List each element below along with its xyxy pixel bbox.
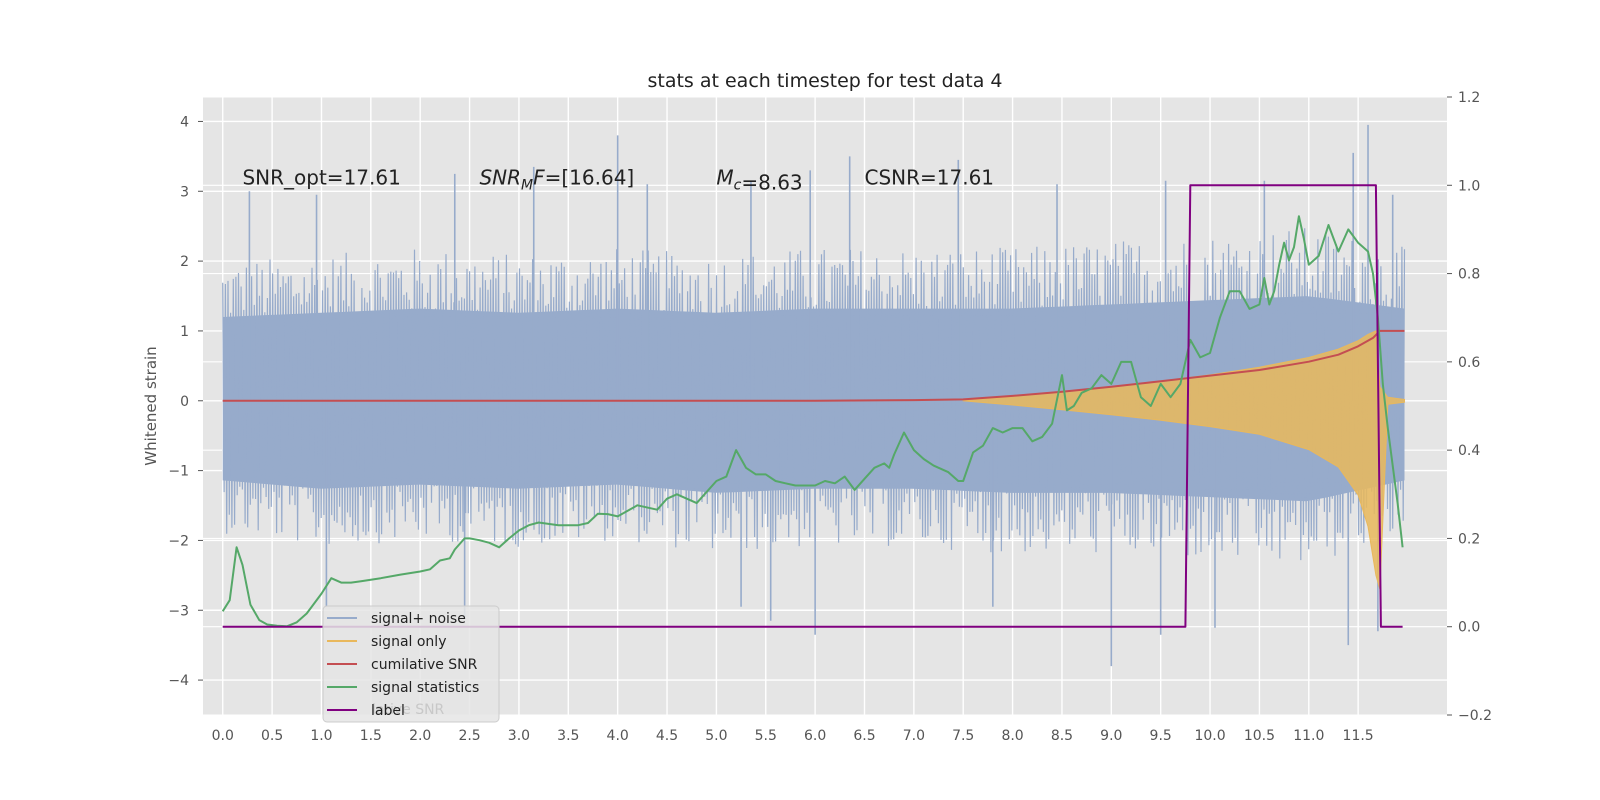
legend-entry: signal only [371,634,446,650]
x-tick-label: 4.5 [656,728,678,744]
legend-entry: signal statistics [371,680,479,696]
x-tick-label: 3.0 [508,728,530,744]
x-tick-label: 6.5 [853,728,875,744]
cumulative-snr-line [222,329,1405,402]
x-tick-label: 11.5 [1343,728,1374,744]
legend: lative SNR signal+ noise signal only cumila… [322,605,500,723]
signal-statistics-line [221,215,1404,628]
x-tick-label: 2.5 [458,728,480,744]
y-axis-right: 1.2 1.0 0.8 0.6 0.4 0.2 0.0 −0.2 [1447,90,1492,724]
legend-entry: cumilative SNR [371,657,478,673]
x-tick-label: 10.5 [1244,728,1275,744]
y2-tick-label: 0.4 [1458,443,1480,459]
x-tick-label: 0.5 [261,728,283,744]
annotations: SNR_opt=17.61 SNRMF=[16.64] Mc=8.63 CSNR=17… [242,165,994,194]
signal-noise-line [222,228,1406,561]
x-tick-label: 0.0 [212,728,234,744]
x-tick-label: 6.0 [804,728,826,744]
label-line [222,184,1403,628]
x-tick-label: 3.5 [557,728,579,744]
y-tick-label: −4 [168,673,189,689]
x-tick-label: 5.5 [755,728,777,744]
y-tick-label: −2 [168,533,189,549]
x-tick-label: 9.0 [1100,728,1122,744]
x-tick-label: 10.0 [1194,728,1225,744]
x-tick-label: 9.5 [1150,728,1172,744]
annotation-text: CSNR=17.61 [864,165,994,189]
y-tick-label: 2 [180,254,189,270]
x-tick-label: 1.0 [310,728,332,744]
y2-tick-label: 1.0 [1458,178,1480,194]
y2-tick-label: 0.8 [1458,267,1480,283]
x-tick-label: 8.0 [1001,728,1023,744]
y-tick-label: 0 [180,394,189,410]
annotation-text: SNR_opt=17.61 [242,165,400,189]
legend-box [322,605,500,723]
y2-tick-label: 1.2 [1458,90,1480,106]
y-tick-label: −1 [168,464,189,480]
y-tick-label: 1 [180,324,189,340]
chart-title: stats at each timestep for test data 4 [647,70,1002,92]
y-axis-label: Whitened strain [142,346,160,465]
x-tick-label: 8.5 [1051,728,1073,744]
y2-tick-label: −0.2 [1458,708,1492,724]
x-axis: 0.0 0.5 1.0 1.5 2.0 2.5 3.0 3.5 4.0 4.5 5.0 5.5 6.0 6… [212,728,1374,744]
x-tick-label: 7.5 [952,728,974,744]
legend-entry: signal+ noise [371,611,466,627]
y-tick-label: 4 [180,114,189,130]
x-tick-label: 1.5 [360,728,382,744]
line-series [221,184,1405,628]
annotation-text: Mc=8.63 [716,165,802,194]
annotation-text: SNRMF=[16.64] [479,165,634,193]
y2-tick-label: 0.6 [1458,355,1480,371]
x-tick-label: 11.0 [1293,728,1324,744]
legend-entry: label [371,703,405,719]
x-tick-label: 7.0 [903,728,925,744]
y-tick-label: −3 [168,603,189,619]
x-tick-label: 4.0 [607,728,629,744]
y2-tick-label: 0.2 [1458,531,1480,547]
signal-noise-series [222,124,1406,667]
x-tick-label: 2.0 [409,728,431,744]
y-tick-label: 3 [180,184,189,200]
y-axis-left: 4 3 2 1 0 −1 −2 −3 −4 [168,114,203,689]
y2-tick-label: 0.0 [1458,620,1480,636]
legend-ghost-text: lative SNR [372,702,445,718]
x-tick-label: 5.0 [705,728,727,744]
